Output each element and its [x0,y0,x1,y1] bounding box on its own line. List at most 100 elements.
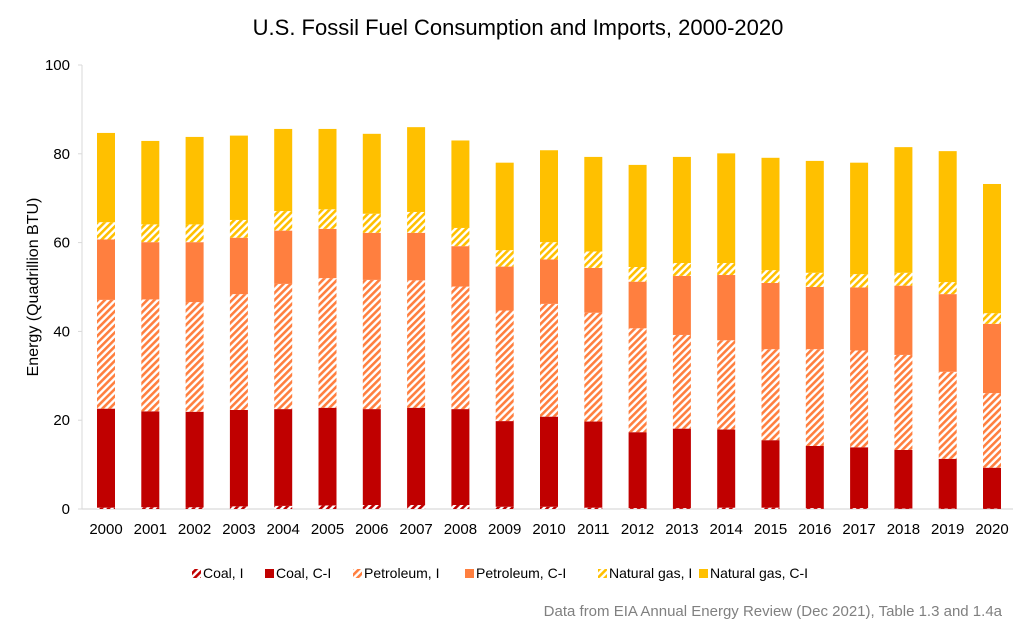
bar-stack-2016 [806,161,824,509]
bar-segment [97,409,115,508]
bar-segment [363,134,381,214]
x-tick-label: 2006 [355,521,388,538]
legend-swatch [265,569,274,578]
bar-segment [806,446,824,508]
x-tick-label: 2010 [532,521,565,538]
bar-segment [939,372,957,459]
bars [97,127,1001,509]
bar-segment [451,287,469,410]
bar-segment [451,228,469,246]
legend-item: Natural gas, C-I [699,565,808,581]
bar-segment [141,242,159,299]
bar-segment [274,506,292,509]
bar-segment [496,311,514,422]
bar-segment [629,267,647,282]
bar-stack-2004 [274,129,292,509]
bar-segment [806,161,824,273]
x-tick-label: 2003 [222,521,255,538]
x-tick-label: 2004 [267,521,300,538]
bar-segment [407,408,425,505]
bar-segment [230,238,248,294]
bar-stack-2005 [319,129,337,509]
legend-label: Coal, I [203,565,243,581]
bar-segment [141,141,159,224]
bar-segment [850,350,868,447]
x-tick-label: 2011 [577,521,609,538]
bar-stack-2012 [629,165,647,509]
bar-segment [939,282,957,294]
bar-segment [230,294,248,410]
bar-stack-2010 [540,150,558,509]
bar-segment [141,224,159,242]
bar-segment [762,440,780,507]
x-tick-label: 2013 [665,521,698,538]
bar-stack-2020 [983,184,1001,509]
bar-stack-2009 [496,163,514,509]
bar-segment [540,259,558,303]
legend-item: Natural gas, I [598,565,692,581]
x-tick-label: 2009 [488,521,521,538]
bar-segment [806,287,824,349]
bar-segment [97,239,115,299]
bar-segment [673,157,691,263]
legend-swatch [353,569,362,578]
bar-segment [97,222,115,239]
y-tick-label: 40 [53,323,70,340]
bar-segment [584,422,602,508]
x-tick-label: 2020 [975,521,1008,538]
bar-segment [496,163,514,250]
bar-segment [319,209,337,229]
bar-stack-2002 [186,137,204,509]
bar-segment [407,212,425,233]
bar-stack-2001 [141,141,159,509]
bar-segment [629,282,647,329]
x-tick-label: 2005 [311,521,344,538]
bar-segment [540,150,558,242]
bar-segment [806,349,824,446]
bar-stack-2013 [673,157,691,509]
bar-segment [186,507,204,509]
legend-label: Coal, C-I [276,565,331,581]
bar-segment [540,242,558,259]
bar-segment [451,505,469,509]
bar-segment [186,137,204,224]
bar-segment [939,294,957,372]
bar-segment [584,268,602,313]
y-tick-label: 20 [53,412,70,429]
bar-segment [451,409,469,505]
x-tick-label: 2015 [754,521,787,538]
bar-segment [894,273,912,286]
bar-segment [673,429,691,508]
legend-item: Coal, I [192,565,243,581]
bar-segment [584,313,602,422]
bar-segment [97,300,115,409]
bar-stack-2008 [451,140,469,509]
bar-segment [717,430,735,508]
x-tick-label: 2008 [444,521,477,538]
bar-segment [850,508,868,509]
bar-stack-2014 [717,153,735,509]
bar-segment [186,412,204,507]
bar-segment [762,158,780,270]
bar-segment [983,313,1001,324]
legend-swatch [465,569,474,578]
x-tick-label: 2019 [931,521,964,538]
bar-segment [673,335,691,429]
bar-segment [850,274,868,287]
bar-segment [717,340,735,429]
bar-segment [540,304,558,417]
bar-stack-2007 [407,127,425,509]
bar-segment [894,286,912,355]
bar-segment [407,280,425,407]
bar-segment [274,231,292,284]
bar-segment [186,224,204,242]
bar-stack-2011 [584,157,602,509]
legend-item: Petroleum, C-I [465,565,566,581]
bar-segment [983,468,1001,509]
bar-segment [319,278,337,408]
bar-segment [584,251,602,267]
y-tick-label: 80 [53,146,70,163]
bar-segment [629,432,647,508]
bar-segment [496,250,514,266]
bar-segment [850,163,868,274]
